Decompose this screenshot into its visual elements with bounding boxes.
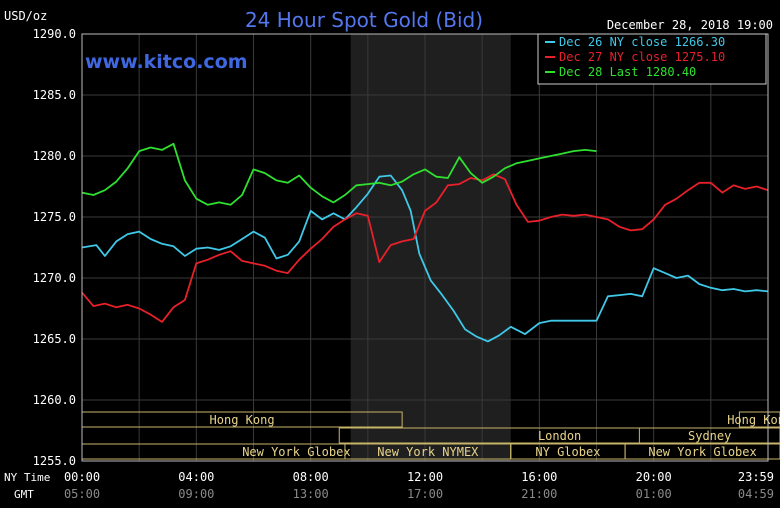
x-axis-ticks: 00:00 05:00 04:00 09:00 08:00 13:00 12:00 17:00… <box>64 470 774 501</box>
y-tick-label: 1275.0 <box>33 210 76 224</box>
y-axis-ticks: 1290.0 1285.0 1280.0 1275.0 1270.0 1265.0 1260… <box>33 27 76 468</box>
y-tick-label: 1265.0 <box>33 332 76 346</box>
session-label: Hong Kong <box>210 413 275 427</box>
x-tick-gmt: 09:00 <box>178 487 214 501</box>
session-bar: Sydney <box>638 427 780 444</box>
x-tick-gmt: 17:00 <box>407 487 443 501</box>
session-label: New York Globex <box>648 445 756 459</box>
kitco-watermark: www.kitco.com <box>85 51 248 73</box>
plot-frame <box>81 33 769 462</box>
nymex-session-highlight <box>350 34 511 461</box>
x-tick-ny: 04:00 <box>178 470 214 484</box>
y-axis-label: USD/oz <box>4 9 47 23</box>
session-label: New York Globex <box>242 445 350 459</box>
x-tick-ny: 23:59 <box>738 470 774 484</box>
legend-box <box>537 33 767 85</box>
session-bar-outline <box>638 427 780 444</box>
session-bar: Hong Kong <box>727 411 780 428</box>
ny-time-row-label: NY Time <box>4 471 50 484</box>
y-tick-label: 1290.0 <box>33 27 76 41</box>
x-tick-ny: 20:00 <box>636 470 672 484</box>
legend-label: Dec 27 NY close 1275.10 <box>559 50 725 64</box>
y-tick-label: 1280.0 <box>33 149 76 163</box>
x-tick-gmt: 05:00 <box>64 487 100 501</box>
x-tick-gmt: 13:00 <box>293 487 329 501</box>
x-tick-gmt: 04:59 <box>738 487 774 501</box>
x-tick-ny: 00:00 <box>64 470 100 484</box>
x-tick-gmt: 21:00 <box>521 487 557 501</box>
legend-item: Dec 26 NY close 1266.30 <box>545 35 725 49</box>
legend-label: Dec 26 NY close 1266.30 <box>559 35 725 49</box>
session-bar: London <box>338 427 780 444</box>
session-label: London <box>538 429 581 443</box>
y-tick-label: 1285.0 <box>33 88 76 102</box>
y-tick-label: 1270.0 <box>33 271 76 285</box>
series-line <box>81 173 769 323</box>
session-bar-outline <box>338 427 780 444</box>
legend-item: Dec 28 Last 1280.40 <box>545 65 696 79</box>
gmt-row-label: GMT <box>14 488 34 501</box>
chart-timestamp: December 28, 2018 19:00 <box>607 18 773 32</box>
x-tick-ny: 12:00 <box>407 470 443 484</box>
legend-item: Dec 27 NY close 1275.10 <box>545 50 725 64</box>
y-tick-label: 1255.0 <box>33 454 76 468</box>
chart-title: 24 Hour Spot Gold (Bid) <box>245 8 483 32</box>
legend-label: Dec 28 Last 1280.40 <box>559 65 696 79</box>
x-tick-gmt: 01:00 <box>636 487 672 501</box>
session-label: New York NYMEX <box>377 445 479 459</box>
series-line <box>81 142 597 206</box>
session-bar-outline <box>738 411 780 428</box>
x-tick-ny: 16:00 <box>521 470 557 484</box>
session-label: Hong Kong <box>727 413 780 427</box>
price-series <box>81 142 769 343</box>
trading-sessions: Hong Kong Hong Kong London Sydney New York G… <box>81 411 780 460</box>
session-label: NY Globex <box>535 445 600 459</box>
series-line <box>81 174 769 343</box>
x-tick-ny: 08:00 <box>293 470 329 484</box>
session-label: Sydney <box>688 429 731 443</box>
y-tick-label: 1260.0 <box>33 393 76 407</box>
